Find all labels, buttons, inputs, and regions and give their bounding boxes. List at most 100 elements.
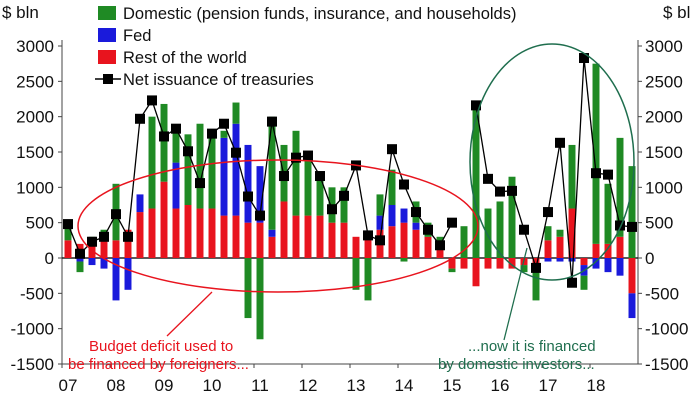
x-tick-label: 17 [539, 376, 558, 395]
annotation-domestic-line1: ...now it is financed [468, 338, 596, 355]
domestic-financing-ellipse [469, 43, 635, 281]
net-issuance-marker [123, 231, 133, 242]
net-issuance-marker [159, 131, 169, 142]
bar-domestic [256, 258, 264, 340]
bar-rest-of-world [364, 236, 372, 258]
net-issuance-marker [267, 116, 277, 127]
legend-swatch-domestic [98, 6, 116, 20]
bar-domestic [532, 268, 540, 301]
bar-fed [268, 229, 276, 237]
y-tick-label-right: 1500 [645, 143, 683, 162]
net-issuance-marker [399, 179, 409, 190]
net-issuance-marker [75, 248, 85, 259]
net-issuance-marker [327, 204, 337, 215]
bar-domestic [616, 137, 624, 237]
bar-rest-of-world [340, 222, 348, 258]
bar-domestic [544, 226, 552, 241]
net-issuance-marker [519, 224, 529, 235]
bar-rest-of-world [616, 236, 624, 258]
bar-rest-of-world [280, 201, 288, 258]
bar-rest-of-world [424, 236, 432, 258]
bar-rest-of-world [436, 243, 444, 258]
legend-marker-net-issuance [103, 74, 113, 84]
bar-domestic [568, 144, 576, 209]
legend-label-domestic: Domestic (pension funds, insurance, and … [123, 5, 516, 23]
net-issuance-marker [171, 123, 181, 134]
bar-domestic [172, 130, 180, 163]
net-issuance-marker [147, 95, 157, 106]
bar-rest-of-world [292, 215, 300, 258]
net-issuance-marker [435, 240, 445, 251]
net-issuance-marker [423, 224, 433, 235]
bar-rest-of-world [316, 215, 324, 258]
bar-fed [400, 208, 408, 223]
y-tick-label-right: -1000 [645, 320, 688, 339]
bar-fed [568, 258, 576, 262]
bar-rest-of-world [112, 240, 120, 258]
bar-domestic [448, 268, 456, 273]
bar-domestic [292, 130, 300, 216]
legend-label-net-issuance: Net issuance of treasuries [123, 71, 314, 89]
bar-domestic [604, 183, 612, 244]
bar-domestic [520, 265, 528, 273]
net-issuance-marker [207, 128, 217, 139]
net-issuance-marker [507, 185, 517, 196]
x-tick-label: 07 [59, 376, 78, 395]
net-issuance-marker [579, 53, 589, 64]
bar-fed [244, 144, 252, 223]
legend: Domestic (pension funds, insurance, and … [95, 5, 516, 89]
bar-domestic [460, 226, 468, 258]
bar-domestic [184, 134, 192, 205]
bar-domestic [592, 63, 600, 244]
y-tick-label-left: 0 [45, 249, 54, 268]
annotation-foreign-line1: Budget deficit used to [89, 338, 233, 355]
bar-rest-of-world [412, 229, 420, 258]
bar-domestic [508, 176, 516, 258]
bar-rest-of-world [496, 258, 504, 269]
bar-fed [544, 258, 552, 262]
x-tick-label: 18 [587, 376, 606, 395]
net-issuance-marker [615, 220, 625, 231]
bar-fed [256, 166, 264, 223]
bar-rest-of-world [568, 208, 576, 258]
bar-rest-of-world [328, 222, 336, 258]
x-tick-label: 15 [443, 376, 462, 395]
bar-rest-of-world [472, 258, 480, 287]
legend-label-rest-of-world: Rest of the world [123, 49, 247, 67]
bar-rest-of-world [448, 258, 456, 269]
y-tick-label-right: 500 [645, 214, 673, 233]
bar-domestic [364, 258, 372, 301]
bar-domestic [316, 173, 324, 216]
bar-rest-of-world [556, 236, 564, 258]
net-issuance-marker [363, 230, 373, 241]
net-issuance-marker [231, 147, 241, 158]
net-issuance-marker [603, 169, 613, 180]
net-issuance-marker [627, 221, 637, 232]
bar-rest-of-world [100, 240, 108, 258]
bar-rest-of-world [388, 226, 396, 258]
bar-domestic [352, 258, 360, 290]
y-tick-label-left: -1000 [11, 320, 54, 339]
bar-rest-of-world [508, 258, 516, 269]
net-issuance-marker [63, 219, 73, 230]
x-tick-label: 08 [107, 376, 126, 395]
bar-domestic [148, 116, 156, 209]
net-issuance-marker [135, 113, 145, 124]
bar-domestic [208, 137, 216, 209]
y-axis-unit-left: $ bln [2, 3, 39, 22]
bar-domestic [232, 102, 240, 124]
x-tick-label: 10 [203, 376, 222, 395]
bar-domestic [556, 229, 564, 237]
y-tick-label-right: 3000 [645, 37, 683, 56]
bar-fed [76, 258, 84, 262]
foreign-financing-ellipse [77, 159, 479, 293]
bar-rest-of-world [592, 243, 600, 258]
bar-fed [556, 258, 564, 262]
bar-rest-of-world [196, 208, 204, 258]
net-issuance-marker [471, 100, 481, 111]
bar-fed [112, 258, 120, 301]
y-tick-label-left: 1000 [16, 178, 54, 197]
bar-rest-of-world [184, 205, 192, 258]
bar-fed [616, 258, 624, 276]
bar-domestic [580, 275, 588, 290]
